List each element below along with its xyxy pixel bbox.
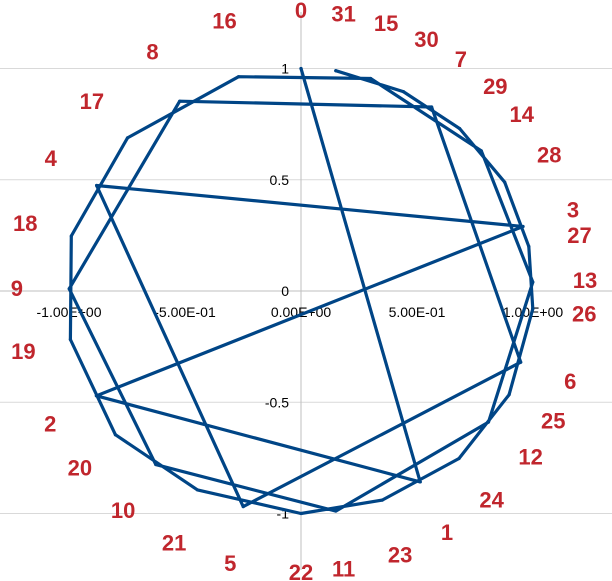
point-label-10: 10	[111, 498, 135, 523]
data-point-28	[503, 180, 507, 184]
data-point-6	[519, 360, 523, 364]
point-label-31: 31	[331, 1, 355, 26]
data-point-13	[531, 280, 535, 284]
data-point-16	[236, 75, 241, 79]
data-point-11	[334, 509, 338, 513]
point-label-12: 12	[518, 444, 542, 469]
data-point-18	[69, 234, 73, 238]
point-label-29: 29	[483, 74, 507, 99]
data-point-3	[521, 224, 525, 229]
data-point-26	[531, 307, 535, 311]
point-label-0: 0	[295, 0, 307, 23]
point-label-23: 23	[388, 542, 412, 567]
y-tick-label: 0	[281, 283, 289, 299]
data-point-8	[178, 99, 182, 103]
data-point-2	[94, 394, 98, 398]
x-tick-label: -5.00E-01	[154, 304, 216, 320]
data-point-25	[507, 393, 511, 397]
point-label-28: 28	[537, 142, 561, 167]
point-label-7: 7	[455, 47, 467, 72]
point-label-18: 18	[13, 211, 37, 236]
point-label-4: 4	[45, 146, 58, 171]
data-point-20	[113, 433, 117, 437]
point-label-11: 11	[332, 557, 355, 581]
y-tick-label: -0.5	[265, 394, 289, 410]
data-point-24	[457, 456, 461, 461]
data-point-4	[95, 183, 99, 188]
x-tick-label: 5.00E-01	[389, 304, 446, 320]
data-point-19	[68, 337, 72, 342]
data-point-7	[430, 105, 434, 109]
point-label-25: 25	[541, 409, 565, 434]
point-label-5: 5	[224, 551, 236, 576]
point-label-1: 1	[441, 520, 453, 545]
point-label-3: 3	[567, 198, 579, 223]
point-label-20: 20	[68, 455, 92, 480]
data-point-17	[125, 136, 130, 140]
point-label-6: 6	[564, 369, 576, 394]
point-label-30: 30	[414, 27, 438, 52]
data-point-21	[195, 488, 200, 492]
data-point-5	[241, 505, 245, 509]
data-point-9	[67, 287, 71, 291]
y-tick-label: 0.5	[270, 172, 290, 188]
data-point-30	[401, 90, 405, 94]
data-point-10	[154, 462, 158, 467]
point-label-2: 2	[44, 411, 56, 436]
point-label-17: 17	[80, 89, 104, 114]
series-line	[67, 66, 535, 516]
point-labels: 0123456789101112131415161718192021222324…	[11, 0, 598, 581]
point-label-26: 26	[572, 301, 596, 326]
point-label-15: 15	[374, 11, 398, 36]
data-point-27	[527, 244, 531, 249]
y-tick-label: 1	[281, 61, 289, 77]
data-point-29	[458, 126, 462, 131]
point-label-22: 22	[289, 560, 313, 581]
point-label-9: 9	[11, 276, 23, 301]
data-point-15	[369, 76, 373, 81]
point-label-13: 13	[573, 268, 597, 293]
point-label-27: 27	[567, 223, 591, 248]
point-label-24: 24	[479, 487, 504, 512]
data-point-0	[299, 66, 303, 71]
series	[67, 66, 535, 516]
point-label-19: 19	[11, 339, 35, 364]
point-label-14: 14	[510, 102, 535, 127]
data-point-14	[479, 149, 483, 153]
data-point-1	[418, 480, 422, 484]
point-label-8: 8	[146, 40, 158, 65]
data-point-23	[380, 498, 384, 502]
point-label-16: 16	[212, 8, 236, 33]
data-point-22	[299, 511, 303, 516]
data-point-12	[486, 420, 491, 424]
point-label-21: 21	[162, 530, 186, 555]
data-point-31	[334, 69, 338, 73]
